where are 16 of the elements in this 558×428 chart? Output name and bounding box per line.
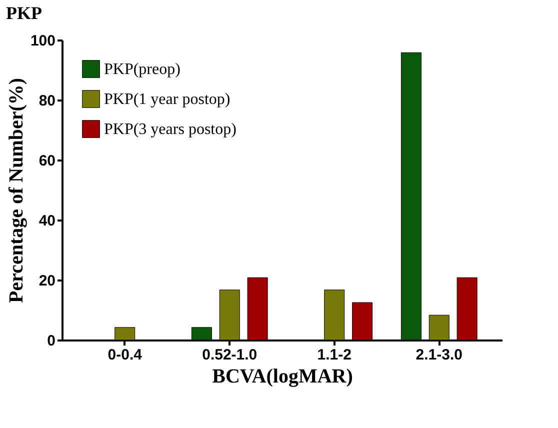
y-tick-label: 80	[38, 92, 56, 110]
x-tick-label: 0.52-1.0	[202, 346, 258, 364]
legend-label: PKP(3 years postop)	[104, 121, 236, 138]
legend-label: PKP(preop)	[104, 61, 180, 78]
legend-label: PKP(1 year postop)	[104, 91, 230, 108]
x-tick-label: 1.1-2	[317, 346, 352, 364]
chart-title: PKP	[6, 3, 42, 23]
y-tick-label: 40	[38, 212, 56, 230]
y-axis-title: Percentage of Number(%)	[5, 78, 28, 304]
y-tick-label: 0	[47, 332, 56, 350]
x-tick-label: 2.1-3.0	[416, 346, 462, 364]
y-tick-label: 20	[38, 272, 56, 290]
x-tick-label: 0-0.4	[108, 346, 143, 364]
y-tick-label: 100	[30, 32, 56, 50]
x-axis-title: BCVA(logMAR)	[212, 366, 353, 388]
y-tick-label: 60	[38, 152, 56, 170]
